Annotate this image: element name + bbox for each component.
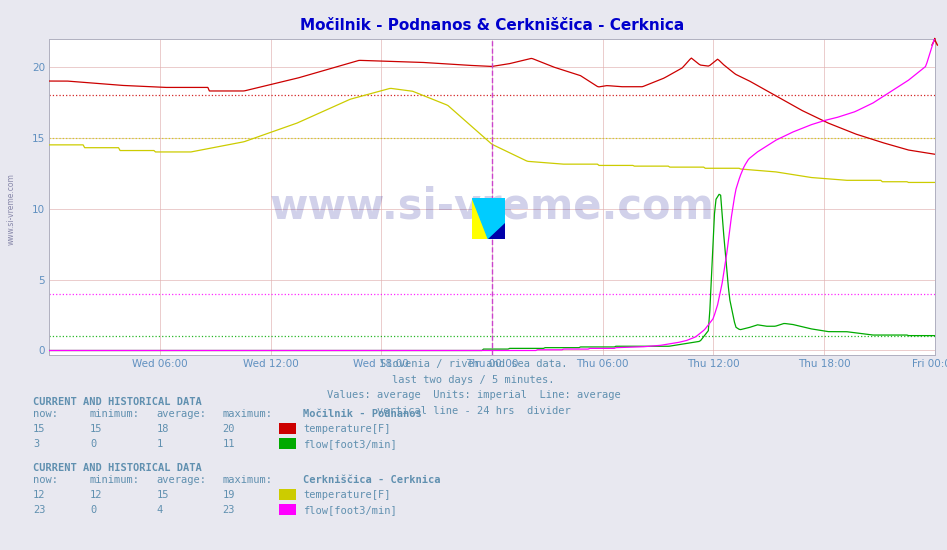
Text: 1: 1: [156, 438, 163, 449]
Text: 19: 19: [223, 490, 235, 500]
Text: now:: now:: [33, 475, 58, 486]
Title: Močilnik - Podnanos & Cerkniščica - Cerknica: Močilnik - Podnanos & Cerkniščica - Cerk…: [300, 18, 684, 33]
Text: www.si-vreme.com: www.si-vreme.com: [270, 185, 714, 227]
Text: flow[foot3/min]: flow[foot3/min]: [303, 504, 397, 515]
Text: 4: 4: [156, 504, 163, 515]
Text: maximum:: maximum:: [223, 475, 273, 486]
Text: last two days / 5 minutes.: last two days / 5 minutes.: [392, 375, 555, 385]
Text: 20: 20: [223, 424, 235, 434]
Text: 0: 0: [90, 438, 97, 449]
Text: 11: 11: [223, 438, 235, 449]
Text: 23: 23: [223, 504, 235, 515]
Text: 15: 15: [90, 424, 102, 434]
Text: vertical line - 24 hrs  divider: vertical line - 24 hrs divider: [377, 405, 570, 416]
Text: temperature[F]: temperature[F]: [303, 424, 390, 434]
Text: CURRENT AND HISTORICAL DATA: CURRENT AND HISTORICAL DATA: [33, 397, 202, 408]
Text: 0: 0: [90, 504, 97, 515]
Polygon shape: [472, 198, 489, 239]
Text: 15: 15: [33, 424, 45, 434]
Text: 18: 18: [156, 424, 169, 434]
Text: Močilnik - Podnanos: Močilnik - Podnanos: [303, 409, 421, 420]
Text: 12: 12: [33, 490, 45, 500]
Text: temperature[F]: temperature[F]: [303, 490, 390, 500]
Text: 12: 12: [90, 490, 102, 500]
Text: minimum:: minimum:: [90, 475, 140, 486]
Text: flow[foot3/min]: flow[foot3/min]: [303, 438, 397, 449]
Text: Values: average  Units: imperial  Line: average: Values: average Units: imperial Line: av…: [327, 390, 620, 400]
Text: average:: average:: [156, 475, 206, 486]
Text: CURRENT AND HISTORICAL DATA: CURRENT AND HISTORICAL DATA: [33, 463, 202, 474]
Text: 23: 23: [33, 504, 45, 515]
Text: minimum:: minimum:: [90, 409, 140, 420]
Text: now:: now:: [33, 409, 58, 420]
Text: Cerkniščica - Cerknica: Cerkniščica - Cerknica: [303, 475, 440, 486]
Polygon shape: [489, 223, 505, 239]
Text: 15: 15: [156, 490, 169, 500]
Text: average:: average:: [156, 409, 206, 420]
Text: 3: 3: [33, 438, 40, 449]
Text: maximum:: maximum:: [223, 409, 273, 420]
Polygon shape: [472, 198, 505, 239]
Text: Slovenia / river and sea data.: Slovenia / river and sea data.: [380, 359, 567, 370]
Text: www.si-vreme.com: www.si-vreme.com: [7, 173, 16, 245]
